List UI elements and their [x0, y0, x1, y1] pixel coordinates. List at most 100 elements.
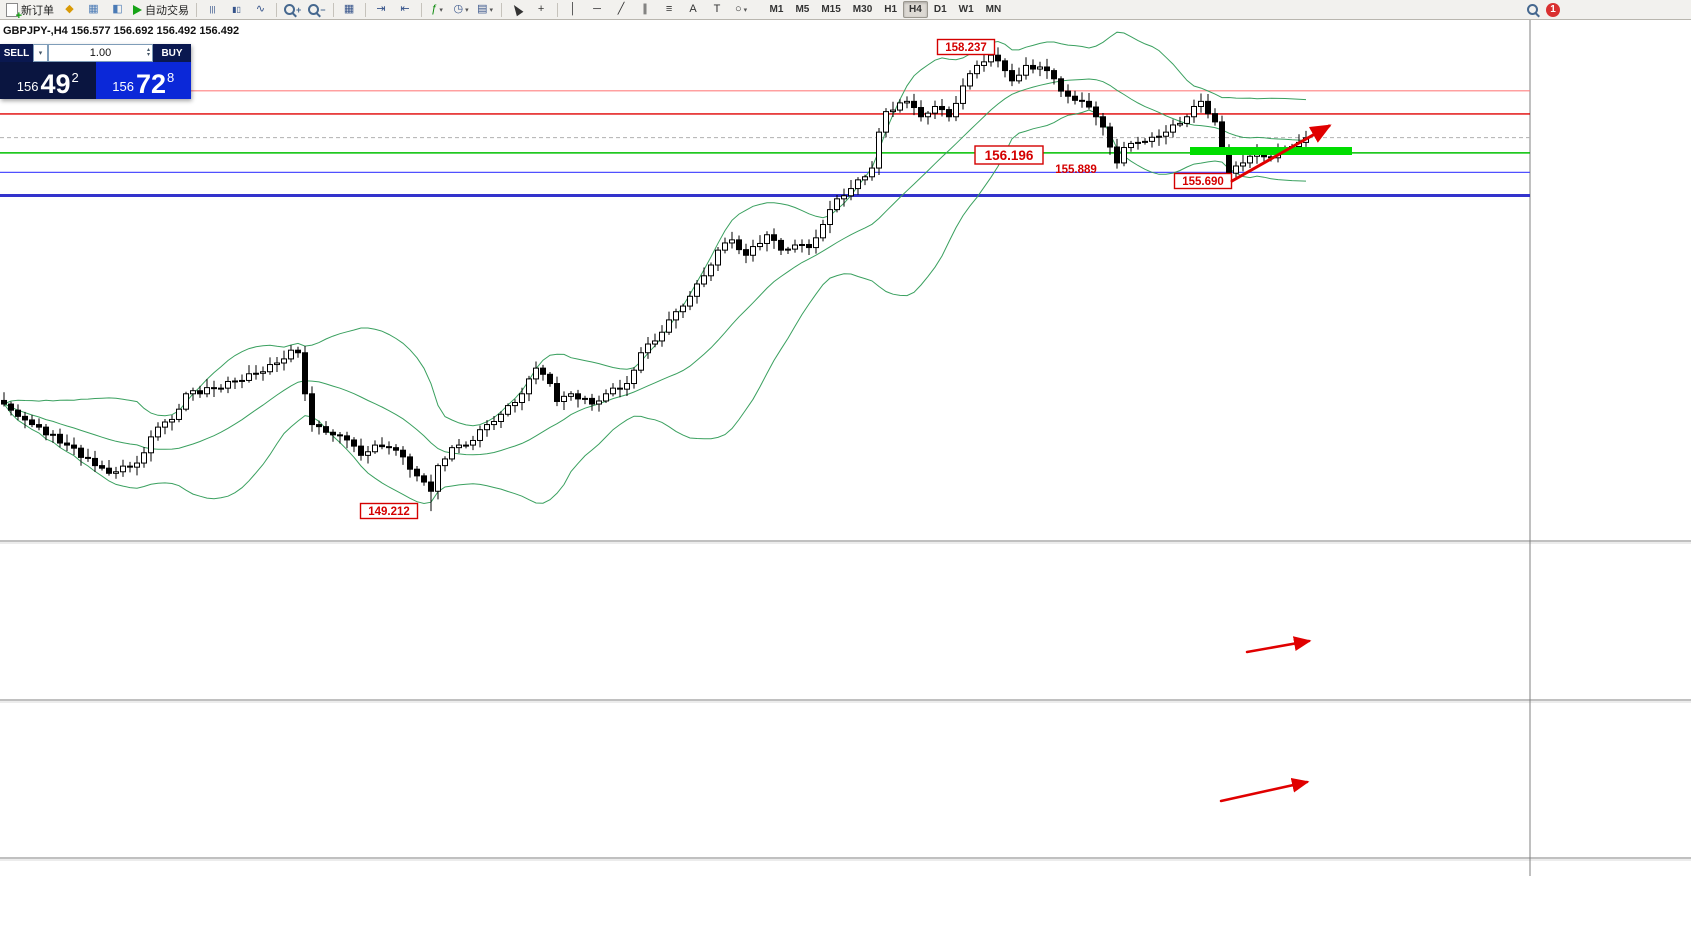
crosshair-icon: +	[537, 3, 545, 15]
volume-stepper[interactable]: ▴ ▾	[147, 45, 150, 61]
one-click-trading-panel: SELL ▾ 1.00 ▴ ▾ BUY 156 49 2 156 72	[0, 44, 191, 99]
fibonacci-icon: ≡	[665, 3, 673, 15]
crosshair-icon[interactable]: +	[530, 0, 553, 19]
notification-badge[interactable]: 1	[1546, 2, 1560, 17]
chevron-down-icon: ▾	[439, 6, 443, 14]
indicators-icon[interactable]: ƒ ▾	[426, 0, 449, 19]
toolbar-separator	[556, 2, 558, 17]
timeframe-M30[interactable]: M30	[852, 4, 873, 15]
trend-arrow-2[interactable]	[1245, 636, 1312, 654]
chevron-down-icon: ▾	[489, 6, 493, 14]
svg-text:155.690: 155.690	[1182, 176, 1224, 188]
volume-input[interactable]: 1.00 ▴ ▾	[48, 44, 153, 62]
support-zone-bar[interactable]	[1190, 147, 1352, 155]
hline-icon[interactable]: ─	[586, 0, 609, 19]
timeframe-H1[interactable]: H1	[884, 4, 898, 15]
bollinger-lower	[3, 109, 1307, 505]
chevron-down-icon: ▾	[465, 6, 469, 14]
timeframe-MN[interactable]: MN	[985, 4, 1002, 15]
channel-icon[interactable]: ∥	[634, 0, 657, 19]
candlestick-series[interactable]	[1, 47, 1309, 512]
new-chart-icon[interactable]: ▦	[82, 0, 105, 19]
profiles-icon[interactable]: ◧	[106, 0, 129, 19]
metaeditor-icon[interactable]: ◆	[58, 0, 81, 19]
vline-icon: │	[569, 3, 577, 15]
price-annotation-158.237[interactable]: 158.237	[936, 38, 996, 56]
buy-price-big: 72	[135, 69, 166, 100]
chevron-down-icon: ▾	[38, 50, 43, 57]
fibonacci-icon[interactable]: ≡	[658, 0, 681, 19]
trendline-icon[interactable]: ╱	[610, 0, 633, 19]
profiles-icon: ◧	[112, 3, 123, 15]
channel-icon: ∥	[642, 3, 648, 15]
new-chart-icon: ▦	[88, 3, 99, 15]
timeframe-group: M1 M5 M15 M30 H1 H4 D1 W1 MN	[764, 1, 1008, 18]
timeframe-M5[interactable]: M5	[795, 4, 810, 15]
main-chart-panel[interactable]: 158.237 149.212 156.196 155.889 155.690	[0, 31, 1530, 520]
toolbar-separator	[420, 2, 422, 17]
price-annotation-149.212[interactable]: 149.212	[359, 502, 419, 520]
candlestick-chart-icon[interactable]: ▮▯	[225, 0, 248, 19]
line-chart-icon: ∿	[255, 3, 266, 15]
autotrade-button[interactable]: 自动交易	[130, 0, 192, 19]
zoom-out-icon[interactable]: −	[305, 0, 328, 19]
bar-chart-icon: |||	[209, 4, 216, 14]
sell-price-big: 49	[40, 69, 71, 100]
buy-price-small: 156	[112, 79, 134, 94]
sell-price-small: 156	[16, 79, 39, 94]
search-icon[interactable]	[1527, 4, 1538, 15]
timeframe-M1[interactable]: M1	[769, 4, 784, 15]
chart-ohlc-header: GBPJPY-,H4 156.577 156.692 156.492 156.4…	[3, 25, 240, 37]
price-annotation-156.196[interactable]: 156.196	[974, 145, 1044, 165]
templates-icon[interactable]: ▤ ▾	[474, 0, 497, 19]
trend-arrow-3[interactable]	[1219, 777, 1310, 803]
line-chart-icon[interactable]: ∿	[249, 0, 272, 19]
new-order-button[interactable]: 新订单	[3, 0, 57, 22]
volume-dropdown[interactable]: ▾	[33, 44, 48, 62]
svg-text:155.889: 155.889	[1055, 164, 1097, 176]
trend-arrow-1[interactable]	[1230, 124, 1332, 183]
buy-price[interactable]: 156 72 8	[95, 62, 191, 100]
stepper-up-icon[interactable]: ▴	[146, 47, 150, 53]
toolbar-separator	[332, 2, 334, 17]
chevron-down-icon: ▾	[743, 6, 748, 14]
label-icon[interactable]: T	[706, 0, 729, 19]
price-annotation-155.690[interactable]: 155.690	[1173, 172, 1233, 190]
chart-shift-icon[interactable]: ⇤	[394, 0, 417, 19]
periods-icon[interactable]: ◷ ▾	[450, 0, 473, 19]
buy-button[interactable]: BUY	[153, 44, 191, 62]
cursor-icon[interactable]	[506, 0, 529, 19]
shapes-icon: ○	[734, 3, 742, 15]
price-annotation-155.889[interactable]: 155.889	[1055, 164, 1097, 176]
toolbar-separator	[364, 2, 366, 17]
shapes-icon[interactable]: ○ ▾	[730, 0, 753, 19]
sell-price[interactable]: 156 49 2	[0, 62, 96, 99]
templates-icon: ▤	[477, 3, 488, 15]
label-icon: T	[713, 3, 721, 15]
indicators-icon: ƒ	[431, 3, 438, 15]
text-icon[interactable]: A	[682, 0, 705, 19]
timeframe-W1[interactable]: W1	[958, 4, 974, 15]
svg-text:158.237: 158.237	[945, 42, 987, 54]
toolbar-separator	[276, 2, 277, 17]
cursor-icon	[510, 2, 524, 17]
toolbar-right: 1	[1527, 2, 1688, 17]
bar-chart-icon[interactable]: |||	[201, 0, 224, 19]
vline-icon[interactable]: │	[562, 0, 585, 19]
sell-button[interactable]: SELL	[0, 44, 33, 62]
zoom-in-icon[interactable]: +	[281, 0, 304, 19]
stepper-down-icon[interactable]: ▾	[146, 52, 150, 58]
auto-scroll-icon[interactable]: ⇥	[370, 0, 393, 19]
chart-shift-icon: ⇤	[400, 3, 410, 15]
volume-value: 1.00	[89, 47, 112, 59]
timeframe-D1[interactable]: D1	[933, 4, 947, 15]
tile-windows-icon[interactable]: ▦	[338, 0, 361, 19]
toolbar: 新订单◆▦◧自动交易|||▮▯∿+−▦⇥⇤ƒ▾◷▾▤▾+│─╱∥≡AT○▾M1M…	[0, 0, 1691, 22]
timeframe-M15[interactable]: M15	[821, 4, 841, 15]
autotrade-button-label: 自动交易	[145, 4, 189, 17]
buy-price-sup: 8	[167, 70, 175, 85]
timeframe-H4[interactable]: H4	[903, 1, 928, 18]
toolbar-separator	[500, 2, 502, 17]
